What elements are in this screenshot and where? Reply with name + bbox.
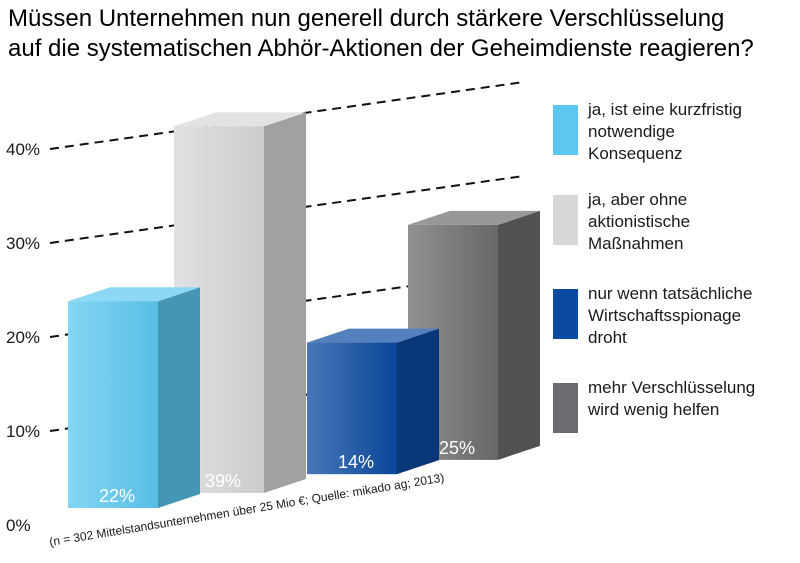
legend-item: ja, ist eine kurzfristig notwendige Konseq… (553, 100, 742, 163)
bar-side (264, 112, 306, 494)
legend-label: Maßnahmen (588, 234, 683, 253)
legend-swatch (553, 383, 578, 433)
title-line: auf die systematischen Abhör-Aktionen de… (8, 35, 754, 62)
legend-label: aktionistische (588, 212, 690, 231)
legend-swatch (553, 105, 578, 155)
bar-value-label: 22% (99, 486, 135, 506)
bar-value-label: 25% (439, 438, 475, 458)
bars (68, 112, 540, 508)
y-tick-label: 30% (6, 234, 40, 253)
bar-top (174, 112, 306, 127)
bar-side (397, 328, 439, 475)
legend-label: ja, aber ohne (587, 190, 687, 209)
bar-top (307, 328, 439, 343)
y-axis-ticks: 0% 10% 20% 30% 40% (6, 140, 40, 535)
legend-swatch (553, 289, 578, 339)
bar-front (307, 342, 397, 475)
legend-item: ja, aber ohne aktionistische Maßnahmen (553, 190, 690, 253)
bar-front (68, 301, 158, 508)
title-line: Müssen Unternehmen nun generell durch st… (8, 5, 724, 32)
y-tick-label: 0% (6, 516, 31, 535)
legend-label: droht (588, 328, 627, 347)
y-tick-label: 10% (6, 422, 40, 441)
bar (307, 328, 439, 475)
legend-label: nur wenn tatsächliche (588, 284, 752, 303)
legend: ja, ist eine kurzfristig notwendige Konseq… (553, 100, 755, 433)
legend-item: nur wenn tatsächliche Wirtschaftsspionage… (553, 284, 752, 347)
bar-side (158, 287, 200, 508)
legend-label: wird wenig helfen (587, 400, 719, 419)
bar-value-label: 14% (338, 452, 374, 472)
legend-label: notwendige (588, 122, 675, 141)
legend-label: mehr Verschlüsselung (588, 378, 755, 397)
legend-item: mehr Verschlüsselung wird wenig helfen (553, 378, 755, 433)
bar-top (68, 287, 200, 302)
bar-value-label: 39% (205, 471, 241, 491)
bar-value-labels: 39% 25% 22% 14% (99, 438, 475, 506)
chart-title: Müssen Unternehmen nun generell durch st… (8, 5, 754, 62)
gridline (49, 80, 526, 150)
bar-top (408, 210, 540, 225)
bar-side (498, 210, 540, 460)
legend-swatch (553, 195, 578, 245)
legend-label: ja, ist eine kurzfristig (587, 100, 742, 119)
y-tick-label: 40% (6, 140, 40, 159)
y-tick-label: 20% (6, 328, 40, 347)
legend-label: Wirtschaftsspionage (588, 306, 741, 325)
gridline (49, 174, 526, 244)
bar (68, 287, 200, 508)
legend-label: Konsequenz (588, 144, 683, 163)
